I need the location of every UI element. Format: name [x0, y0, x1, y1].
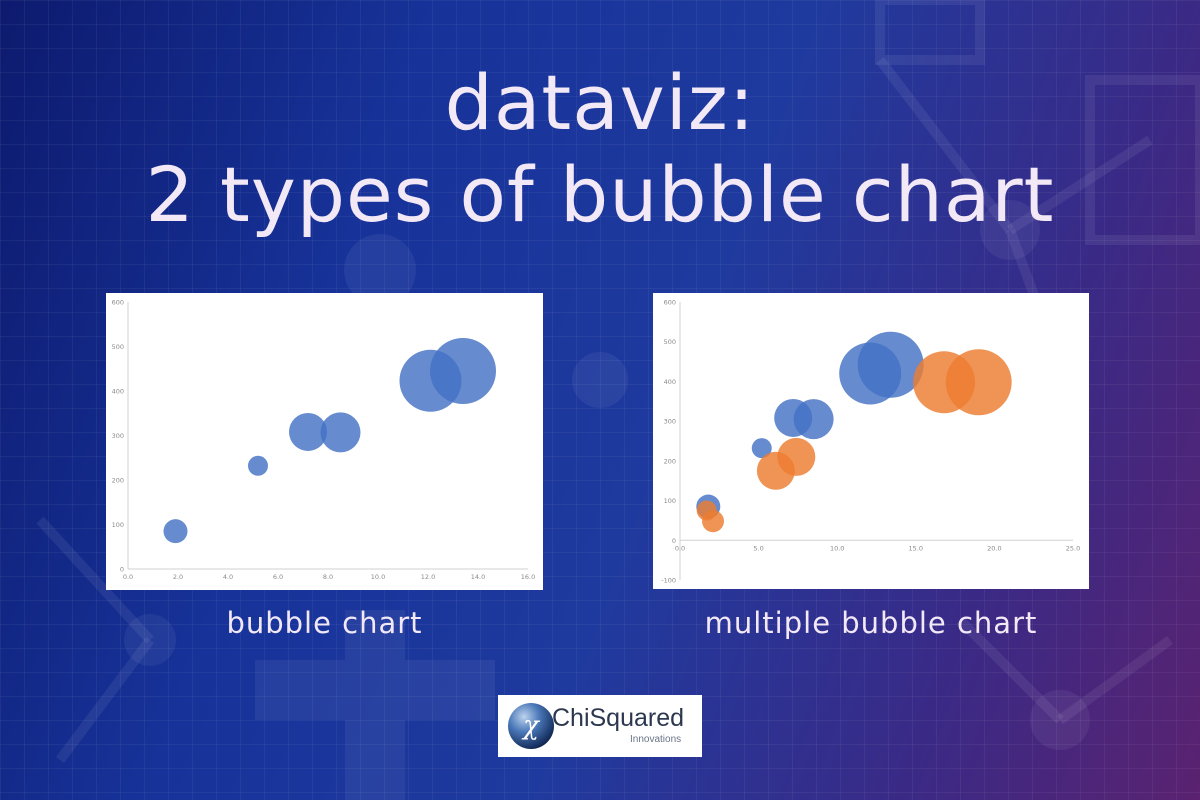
- x-tick-label: 5.0: [753, 544, 763, 552]
- y-tick-label: 0: [120, 566, 124, 574]
- y-tick-label: 300: [664, 418, 676, 426]
- x-tick-label: 14.0: [471, 573, 485, 581]
- logo-tagline: Innovations: [630, 734, 682, 745]
- bubble-point-series-1: [289, 412, 327, 451]
- y-tick-label: 300: [112, 432, 124, 440]
- x-tick-label: 16.0: [521, 573, 535, 581]
- y-tick-label: 500: [664, 338, 676, 346]
- y-tick-label: 100: [112, 521, 124, 529]
- x-tick-label: 10.0: [830, 544, 844, 552]
- bubble-chart-panel: 0 100 200 300 400 500 600 0.0 2.0 4.0 6.0 8.0 10.0 12…: [106, 293, 543, 590]
- y-tick-label: 400: [664, 378, 676, 386]
- bubble-point-series-1: [248, 455, 268, 476]
- y-tick-label: 400: [112, 388, 124, 396]
- y-tick-label: 200: [664, 457, 676, 465]
- chi-emblem-icon: χ: [508, 703, 554, 749]
- x-tick-label: 15.0: [909, 544, 923, 552]
- x-tick-label: 2.0: [173, 573, 183, 581]
- multiple-bubble-chart: -100 0 100 200 300 400 500 600 0.0 5.0 10.0 15.0 20.…: [661, 299, 1080, 585]
- y-tick-label: 500: [112, 343, 124, 351]
- bubble-point-series-1: [320, 412, 361, 453]
- x-tick-label: 0.0: [123, 573, 133, 581]
- x-tick-label: 25.0: [1066, 544, 1080, 552]
- y-tick-label: 0: [672, 537, 676, 545]
- y-tick-label: -100: [661, 577, 676, 585]
- bubble-point-series-1: [793, 399, 834, 440]
- x-tick-label: 20.0: [987, 544, 1001, 552]
- y-tick-label: 600: [664, 299, 676, 307]
- bubble-point-series-2: [777, 437, 816, 476]
- multiple-bubble-chart-caption: multiple bubble chart: [704, 606, 1038, 640]
- x-tick-label: 4.0: [223, 573, 233, 581]
- x-tick-label: 8.0: [323, 573, 333, 581]
- bubble-point-series-1: [163, 519, 188, 544]
- multiple-bubble-chart-panel: -100 0 100 200 300 400 500 600 0.0 5.0 10.0 15.0 20.…: [653, 293, 1089, 589]
- bubble-point-series-1: [857, 331, 924, 398]
- page-title-line-2: 2 types of bubble chart: [145, 150, 1055, 239]
- bubble-chart: 0 100 200 300 400 500 600 0.0 2.0 4.0 6.0 8.0 10.0 12…: [112, 299, 536, 582]
- x-tick-label: 12.0: [421, 573, 435, 581]
- logo-name: ChiSquared: [552, 704, 685, 732]
- bubble-chart-caption: bubble chart: [226, 606, 423, 640]
- x-tick-label: 10.0: [371, 573, 385, 581]
- chisquared-logo: χ ChiSquared Innovations: [498, 695, 702, 757]
- bubble-point-series-2: [945, 349, 1012, 416]
- y-tick-label: 200: [112, 477, 124, 485]
- y-tick-label: 100: [664, 497, 676, 505]
- bubble-point-series-2: [702, 510, 725, 533]
- y-tick-label: 600: [112, 299, 124, 307]
- page-title-line-1: dataviz:: [444, 58, 756, 147]
- bubble-point-series-1: [430, 337, 496, 404]
- x-tick-label: 6.0: [273, 573, 283, 581]
- x-tick-label: 0.0: [675, 544, 685, 552]
- bubble-point-series-1: [751, 438, 772, 459]
